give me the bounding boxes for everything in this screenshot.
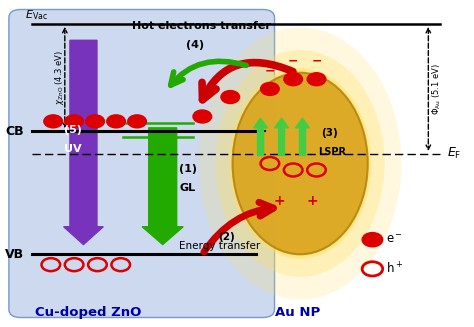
Text: $E_{\rm F}$: $E_{\rm F}$ xyxy=(447,146,461,161)
Text: $\chi_{\rm ZnO}$ (4.3 eV): $\chi_{\rm ZnO}$ (4.3 eV) xyxy=(53,50,66,105)
Circle shape xyxy=(362,232,383,247)
Text: (3): (3) xyxy=(321,128,338,138)
Text: GL: GL xyxy=(180,183,196,193)
FancyArrow shape xyxy=(64,40,103,245)
Text: (1): (1) xyxy=(179,164,197,174)
FancyArrow shape xyxy=(142,128,183,245)
Circle shape xyxy=(193,110,211,123)
Circle shape xyxy=(107,115,126,128)
Text: (2): (2) xyxy=(219,232,236,242)
Text: $\rm h^+$: $\rm h^+$ xyxy=(386,261,403,277)
FancyArrowPatch shape xyxy=(171,61,246,85)
Text: Hot electrons transfer: Hot electrons transfer xyxy=(132,21,271,31)
Text: (4): (4) xyxy=(186,41,204,50)
Circle shape xyxy=(44,115,63,128)
FancyArrowPatch shape xyxy=(204,202,273,252)
FancyArrowPatch shape xyxy=(202,62,293,100)
Circle shape xyxy=(261,82,279,95)
Text: +: + xyxy=(273,194,285,208)
Text: Energy transfer: Energy transfer xyxy=(179,241,260,251)
Text: $\Phi_{\rm Au}$ (5.1 eV): $\Phi_{\rm Au}$ (5.1 eV) xyxy=(430,63,443,115)
Circle shape xyxy=(307,73,326,86)
Text: (5): (5) xyxy=(64,125,82,135)
Text: −: − xyxy=(288,55,299,68)
FancyArrow shape xyxy=(274,118,289,155)
Circle shape xyxy=(221,91,239,104)
FancyArrow shape xyxy=(295,118,310,155)
Text: CB: CB xyxy=(6,125,24,138)
Text: +: + xyxy=(306,194,318,208)
Ellipse shape xyxy=(233,73,368,254)
FancyArrow shape xyxy=(254,118,267,155)
Text: LSPR: LSPR xyxy=(318,147,346,157)
FancyBboxPatch shape xyxy=(9,9,274,318)
Text: −: − xyxy=(264,65,275,77)
Circle shape xyxy=(128,115,146,128)
Text: −: − xyxy=(311,55,322,68)
Ellipse shape xyxy=(199,27,401,300)
Text: VB: VB xyxy=(5,248,24,261)
Text: UV: UV xyxy=(64,144,82,154)
Text: $E_{\rm Vac}$: $E_{\rm Vac}$ xyxy=(25,9,48,23)
Ellipse shape xyxy=(229,68,371,259)
Circle shape xyxy=(284,73,302,86)
Circle shape xyxy=(86,115,104,128)
Circle shape xyxy=(65,115,83,128)
Ellipse shape xyxy=(216,50,384,277)
Text: $\rm e^-$: $\rm e^-$ xyxy=(386,233,403,246)
Text: Au NP: Au NP xyxy=(275,306,320,319)
Text: Cu-doped ZnO: Cu-doped ZnO xyxy=(35,306,141,319)
